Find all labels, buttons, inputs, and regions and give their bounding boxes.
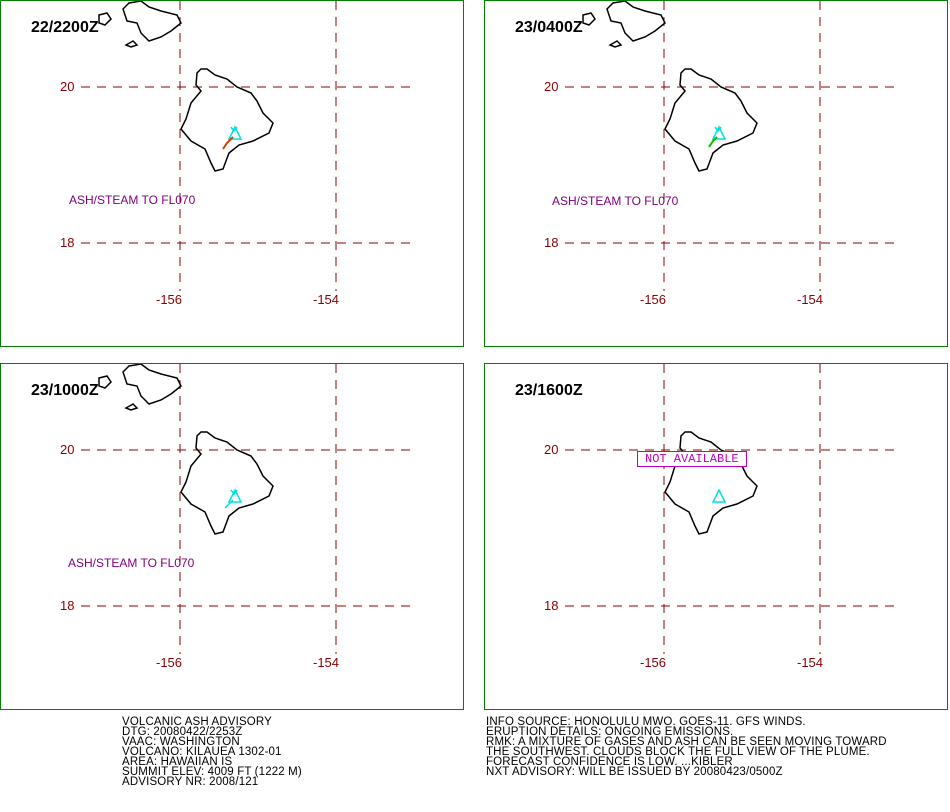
ash-steam-label: ASH/STEAM TO FL070	[552, 194, 679, 208]
lanai-coastline	[98, 12, 112, 26]
lon-156-label: -156	[640, 292, 667, 307]
advisory-line: SUMMIT ELEV: 4009 FT (1222 M)	[122, 766, 302, 778]
advisory-line: NXT ADVISORY: WILL BE ISSUED BY 20080423…	[486, 766, 783, 778]
maui-coastline	[122, 364, 182, 405]
lon-156-label: -156	[156, 655, 183, 670]
advisory-line: ERUPTION DETAILS: ONGOING EMISSIONS.	[486, 726, 734, 738]
map-canvas	[565, 1, 900, 291]
advisory-line: RMK: A MIXTURE OF GASES AND ASH CAN BE S…	[486, 736, 887, 748]
lat-18-label: 18	[60, 235, 75, 250]
valid-time-label: 22/2200Z	[31, 19, 99, 36]
map-canvas	[81, 1, 416, 291]
lon-154-label: -154	[313, 655, 340, 670]
map-panel-2: 23/0400Z 20 18 -156 -154 ASH/STEAM TO FL…	[484, 0, 948, 347]
advisory-line: ADVISORY NR: 2008/121	[122, 776, 259, 788]
map-canvas	[565, 364, 900, 654]
volcano-symbol	[227, 125, 243, 140]
ash-steam-label: ASH/STEAM TO FL070	[68, 556, 195, 570]
lat-18-label: 18	[544, 235, 559, 250]
advisory-line: VAAC: WASHINGTON	[122, 736, 240, 748]
advisory-line: AREA: HAWAIIAN IS	[122, 756, 233, 768]
lat-20-label: 20	[544, 79, 559, 94]
advisory-line: FORECAST CONFIDENCE IS LOW. ...KIBLER	[486, 756, 733, 768]
big-island-coastline	[180, 68, 274, 172]
lon-154-label: -154	[797, 292, 824, 307]
kahoolawe-coastline	[608, 40, 623, 48]
map-panel-3: 23/1000Z 20 18 -156 -154 ASH/STEAM TO FL…	[0, 363, 464, 710]
advisory-left-block: VOLCANIC ASH ADVISORY DTG: 20080422/2253…	[122, 716, 302, 788]
map-panel-1: 22/2200Z 20 18 -156 -154 ASH/STEAM TO FL…	[0, 0, 464, 347]
advisory-line: VOLCANO: KILAUEA 1302-01	[122, 746, 282, 758]
advisory-line: INFO SOURCE: HONOLULU MWO. GOES-11. GFS …	[486, 716, 806, 728]
map-panel-4: 23/1600Z 20 18 -156 -154 NOT AVAILABLE	[484, 363, 948, 710]
advisory-line: THE SOUTHWEST. CLOUDS BLOCK THE FULL VIE…	[486, 746, 870, 758]
big-island-coastline	[664, 431, 758, 535]
lon-154-label: -154	[313, 292, 340, 307]
big-island-coastline	[664, 68, 758, 172]
big-island-coastline	[180, 431, 274, 535]
valid-time-label: 23/1000Z	[31, 382, 99, 399]
lat-18-label: 18	[60, 598, 75, 613]
volcano-symbol	[224, 488, 243, 509]
ash-plume	[708, 136, 718, 148]
lanai-coastline	[98, 375, 112, 389]
lon-156-label: -156	[640, 655, 667, 670]
valid-time-label: 23/1600Z	[515, 382, 583, 399]
maui-coastline	[606, 1, 666, 42]
volcano-symbol	[711, 125, 727, 140]
lon-154-label: -154	[797, 655, 824, 670]
kahoolawe-coastline	[124, 40, 139, 48]
lat-20-label: 20	[544, 442, 559, 457]
lat-20-label: 20	[60, 442, 75, 457]
ash-steam-label: ASH/STEAM TO FL070	[69, 193, 196, 207]
advisory-line: DTG: 20080422/2253Z	[122, 726, 243, 738]
volcano-symbol	[711, 488, 727, 503]
kahoolawe-coastline	[124, 403, 139, 411]
map-canvas	[81, 364, 416, 654]
lon-156-label: -156	[156, 292, 183, 307]
valid-time-label: 23/0400Z	[515, 19, 583, 36]
lat-20-label: 20	[60, 79, 75, 94]
lat-18-label: 18	[544, 598, 559, 613]
lanai-coastline	[582, 12, 596, 26]
advisory-right-block: INFO SOURCE: HONOLULU MWO. GOES-11. GFS …	[486, 716, 887, 778]
not-available-badge: NOT AVAILABLE	[637, 451, 747, 467]
ash-plume	[222, 136, 234, 150]
advisory-line: VOLCANIC ASH ADVISORY	[122, 716, 272, 728]
maui-coastline	[122, 1, 182, 42]
